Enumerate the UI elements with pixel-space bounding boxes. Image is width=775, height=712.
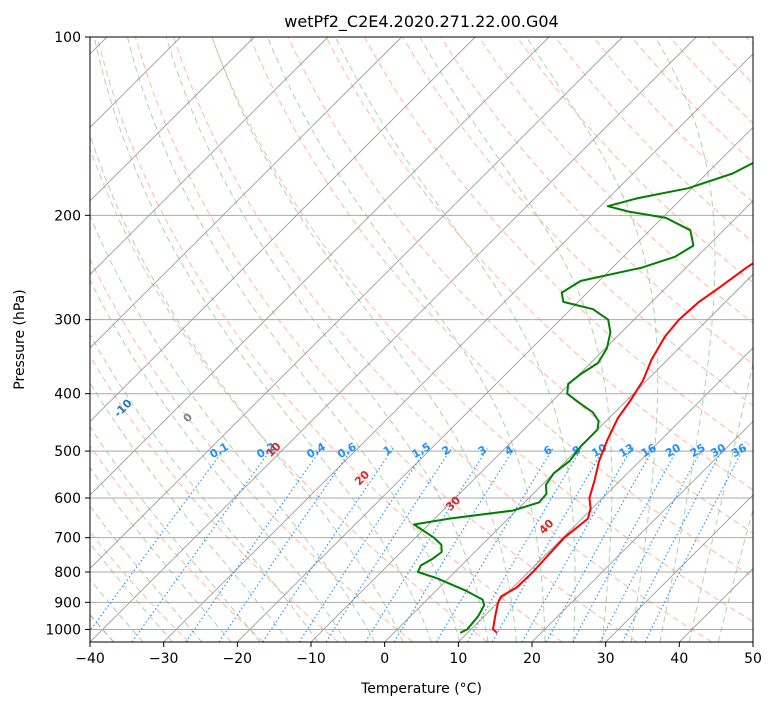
y-tick-label: 600 — [54, 491, 81, 507]
x-tick-label: 10 — [449, 651, 467, 667]
y-tick-label: 300 — [54, 313, 81, 329]
y-tick-label: 100 — [54, 30, 81, 46]
x-tick-label: 30 — [597, 651, 615, 667]
y-tick-label: 500 — [54, 444, 81, 460]
y-tick-label: 400 — [54, 387, 81, 403]
y-tick-label: 700 — [54, 531, 81, 547]
x-tick-label: −10 — [296, 651, 326, 667]
y-tick-label: 200 — [54, 208, 81, 224]
y-tick-label: 900 — [54, 595, 81, 611]
x-tick-label: −40 — [75, 651, 105, 667]
y-tick-label: 1000 — [45, 622, 81, 638]
x-tick-label: 20 — [523, 651, 541, 667]
x-axis-label: Temperature (°C) — [360, 681, 482, 697]
x-tick-label: −20 — [223, 651, 253, 667]
x-tick-label: −30 — [149, 651, 179, 667]
y-tick-label: 800 — [54, 565, 81, 581]
x-tick-label: 40 — [670, 651, 688, 667]
x-tick-label: 0 — [380, 651, 389, 667]
x-tick-label: 50 — [744, 651, 762, 667]
chart-title: wetPf2_C2E4.2020.271.22.00.G04 — [284, 12, 558, 32]
y-axis-label: Pressure (hPa) — [12, 289, 28, 389]
